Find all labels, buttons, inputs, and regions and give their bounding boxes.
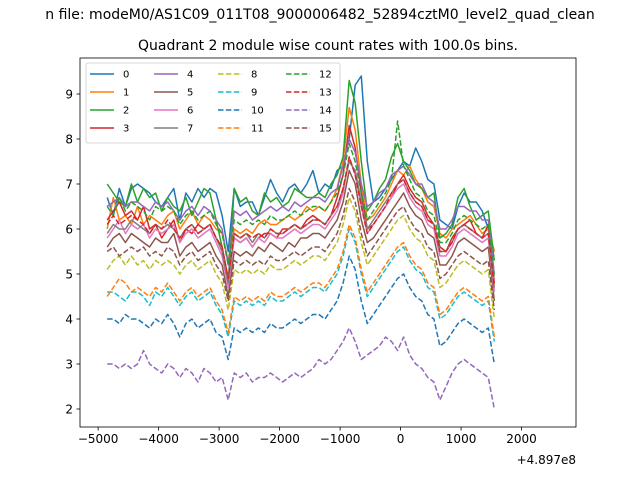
x-tick-label: −5000 <box>78 432 119 446</box>
series-line-5 <box>106 169 496 302</box>
legend-label-8: 8 <box>251 70 257 81</box>
x-tick-label: 2000 <box>506 432 537 446</box>
legend-label-6: 6 <box>187 106 193 117</box>
x-tick-label: 1000 <box>446 432 477 446</box>
legend-label-13: 13 <box>319 88 332 99</box>
legend-label-0: 0 <box>123 70 129 81</box>
legend-label-1: 1 <box>123 88 129 99</box>
x-tick-label: −4000 <box>138 432 179 446</box>
x-offset-label: +4.897e8 <box>517 453 576 467</box>
series-line-15 <box>106 187 496 311</box>
y-tick-label: 9 <box>65 88 73 102</box>
series-line-4 <box>106 138 496 275</box>
legend-label-7: 7 <box>187 124 193 135</box>
y-tick-label: 3 <box>65 358 73 372</box>
chart-title: Quadrant 2 module wise count rates with … <box>138 38 518 54</box>
legend-label-9: 9 <box>251 88 257 99</box>
series-line-13 <box>106 156 496 288</box>
legend-label-4: 4 <box>187 70 193 81</box>
y-tick-label: 4 <box>65 313 73 327</box>
x-tick-label: −1000 <box>320 432 361 446</box>
legend-label-12: 12 <box>319 70 332 81</box>
file-title: n file: modeM0/AS1C09_011T08_9000006482_… <box>45 7 594 23</box>
x-tick-label: −3000 <box>199 432 240 446</box>
legend-label-2: 2 <box>123 106 129 117</box>
y-tick-label: 6 <box>65 223 73 237</box>
x-tick-label: −2000 <box>259 432 300 446</box>
legend-label-3: 3 <box>123 124 129 135</box>
series-line-2 <box>106 79 496 284</box>
series-line-9 <box>107 228 496 342</box>
series-line-12 <box>106 120 496 279</box>
legend-label-10: 10 <box>251 106 264 117</box>
x-tick-label: 0 <box>397 432 405 446</box>
legend-box <box>85 62 341 144</box>
legend-label-11: 11 <box>251 124 264 135</box>
series-lines <box>106 75 496 410</box>
y-tick-label: 7 <box>65 178 73 192</box>
y-axis: 2 3 4 5 6 7 8 9 <box>65 88 80 417</box>
axes-frame <box>79 57 577 428</box>
legend-label-15: 15 <box>319 124 332 135</box>
series-line-10 <box>107 255 496 365</box>
y-tick-label: 2 <box>65 403 73 417</box>
series-line-14 <box>107 327 496 410</box>
legend-label-14: 14 <box>319 106 332 117</box>
y-tick-label: 5 <box>65 268 73 282</box>
series-line-8 <box>106 196 496 320</box>
legend-label-5: 5 <box>187 88 193 99</box>
series-line-11 <box>106 223 496 338</box>
y-tick-label: 8 <box>65 133 73 147</box>
x-axis: −5000 −4000 −3000 −2000 −1000 0 1000 2000 <box>78 427 537 446</box>
